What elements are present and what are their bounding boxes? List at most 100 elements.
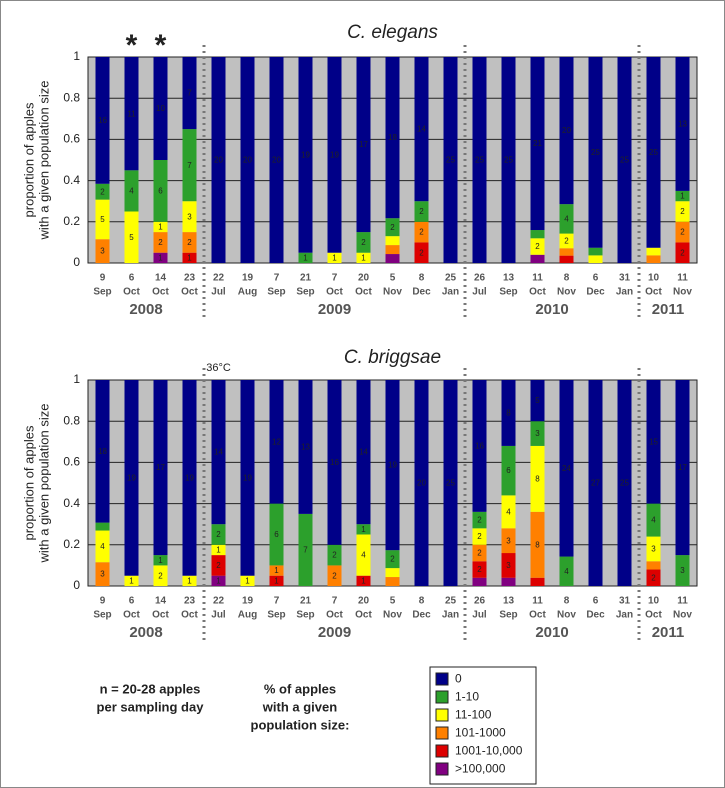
bar-segment <box>414 242 429 263</box>
segment-label: 1 <box>129 576 134 585</box>
segment-label: 1 <box>216 546 221 555</box>
segment-label: 20 <box>562 126 571 135</box>
segment-label: 25 <box>620 479 629 488</box>
x-tick-label: 5 <box>390 596 396 607</box>
x-tick-label: 10 <box>648 596 660 607</box>
bar-segment <box>588 247 603 256</box>
bar-segment <box>588 255 603 263</box>
segment-label: 1 <box>245 576 250 585</box>
bar-segment <box>153 57 168 160</box>
x-tick-label: 5 <box>390 273 396 284</box>
x-tick-label: 21 <box>300 596 312 607</box>
segment-label: 20 <box>417 479 426 488</box>
bar-segment <box>356 232 371 253</box>
segment-label: 17 <box>156 463 165 472</box>
bar-segment <box>414 380 429 586</box>
annotation: * <box>126 29 138 62</box>
bar-segment <box>472 57 487 263</box>
x-tick-label: 23 <box>184 596 196 607</box>
x-tick-label: 7 <box>274 596 280 607</box>
segment-label: 3 <box>651 545 656 554</box>
y-tick-label: 0.8 <box>63 413 80 427</box>
bar-segment <box>646 247 661 256</box>
bar-segment <box>646 380 661 504</box>
bar-segment <box>559 204 574 234</box>
x-tick-label: 11 <box>677 273 688 284</box>
segment-label: 2 <box>477 565 482 574</box>
bar-segment <box>675 201 690 222</box>
x-tick-label: 20 <box>358 273 370 284</box>
segment-label: 17 <box>359 140 368 149</box>
segment-label: 1 <box>158 253 163 262</box>
segment-label: 13 <box>678 120 687 129</box>
note: per sampling day <box>97 699 205 714</box>
bar-segment <box>95 530 110 563</box>
segment-label: 16 <box>98 116 107 125</box>
bar-segment <box>298 380 313 514</box>
x-tick-label: 26 <box>474 273 486 284</box>
segment-label: 2 <box>100 187 105 196</box>
segment-label: 2 <box>216 561 221 570</box>
legend-swatch <box>435 762 449 776</box>
bar-segment <box>356 575 371 586</box>
bar-segment <box>675 190 690 202</box>
bar-segment <box>211 57 226 263</box>
x-tick-label: Oct <box>529 610 546 621</box>
bar-segment <box>414 201 429 222</box>
segment-label: 2 <box>651 573 656 582</box>
segment-label: 2 <box>361 238 366 247</box>
segment-label: 4 <box>506 507 511 516</box>
bar-segment <box>356 534 371 576</box>
bar-segment <box>240 575 255 586</box>
x-tick-label: 14 <box>155 273 167 284</box>
segment-label: 19 <box>301 150 310 159</box>
x-tick-label: 7 <box>332 273 338 284</box>
legend-label: 0 <box>455 672 462 686</box>
x-tick-label: 7 <box>332 596 338 607</box>
x-tick-label: Oct <box>645 610 662 621</box>
segment-label: 4 <box>100 542 105 551</box>
legend-label: 1-10 <box>455 690 479 704</box>
bar-segment <box>327 57 342 253</box>
bar-segment <box>298 57 313 253</box>
segment-label: 4 <box>129 187 134 196</box>
bar-segment <box>530 421 545 446</box>
x-tick-label: Sep <box>296 287 314 298</box>
segment-label: 2 <box>390 555 395 564</box>
x-tick-label: 6 <box>129 596 135 607</box>
bar-segment <box>501 380 516 446</box>
segment-label: 16 <box>330 458 339 467</box>
y-tick-label: 0.8 <box>63 90 80 104</box>
bar-segment <box>501 553 516 578</box>
segment-label: 3 <box>680 566 685 575</box>
bar-segment <box>501 528 516 554</box>
bar-segment <box>472 380 487 512</box>
bar-segment <box>530 577 545 586</box>
segment-label: 2 <box>680 207 685 216</box>
bar-segment <box>501 495 516 529</box>
segment-label: 15 <box>649 437 658 446</box>
bar-segment <box>559 380 574 557</box>
bar-segment <box>646 569 661 586</box>
bar-segment <box>153 221 168 233</box>
year-label: 2008 <box>129 624 162 641</box>
x-tick-label: 6 <box>593 596 599 607</box>
x-tick-label: Oct <box>123 287 140 298</box>
bar-segment <box>530 254 545 263</box>
x-tick-label: Oct <box>123 610 140 621</box>
bar-segment <box>95 562 110 586</box>
year-label: 2009 <box>318 624 351 641</box>
x-tick-label: Sep <box>499 287 517 298</box>
x-tick-label: Aug <box>238 287 257 298</box>
bar-segment <box>124 170 139 212</box>
x-tick-label: Jan <box>442 287 459 298</box>
bar-segment <box>472 561 487 578</box>
y-tick-label: 0 <box>73 255 80 269</box>
bar-segment <box>530 511 545 578</box>
segment-label: 1 <box>216 576 221 585</box>
segment-label: 21 <box>533 139 542 148</box>
segment-label: 20 <box>243 156 252 165</box>
bar-segment <box>675 57 690 191</box>
bar-segment <box>182 57 197 130</box>
segment-label: 19 <box>388 461 397 470</box>
